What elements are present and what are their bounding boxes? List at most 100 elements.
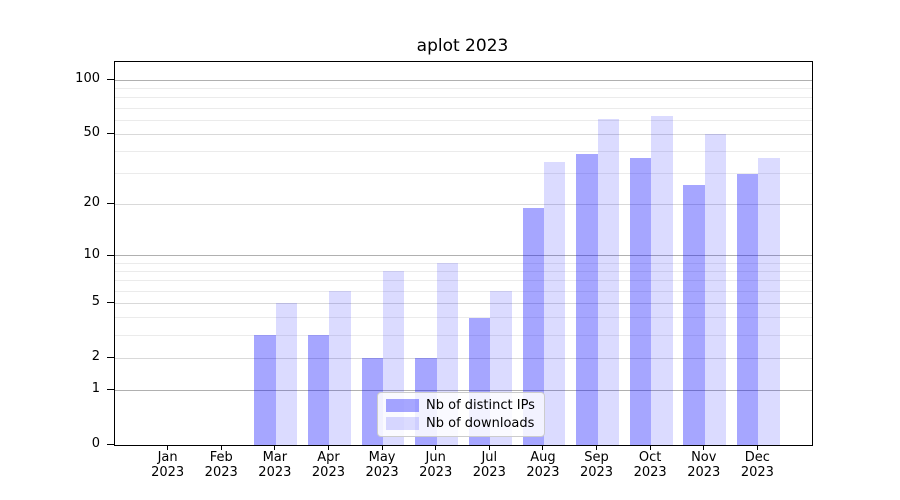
bar-distinct-ips-aug bbox=[522, 208, 544, 445]
y-tick bbox=[107, 254, 114, 256]
x-tick-label: Nov 2023 bbox=[675, 450, 733, 480]
legend-swatch-downloads bbox=[386, 417, 419, 430]
x-tick-label-year: 2023 bbox=[633, 465, 667, 480]
x-tick-label: Sep 2023 bbox=[568, 450, 626, 480]
x-tick-label-year: 2023 bbox=[204, 465, 238, 480]
x-tick-label-year: 2023 bbox=[579, 465, 614, 480]
y-tick bbox=[107, 203, 114, 205]
legend: Nb of distinct IPs Nb of downloads bbox=[377, 392, 545, 437]
gridline-minor bbox=[115, 88, 812, 90]
x-tick-label: Jun 2023 bbox=[407, 450, 465, 480]
bar-downloads-nov bbox=[704, 134, 727, 445]
gridline-minor bbox=[115, 107, 812, 109]
y-tick bbox=[107, 357, 114, 359]
x-tick-label-year: 2023 bbox=[687, 465, 721, 480]
gridline-major bbox=[115, 389, 812, 391]
x-tick-label-year: 2023 bbox=[472, 465, 506, 480]
x-tick-label-year: 2023 bbox=[419, 465, 453, 480]
x-tick-label-month: Mar bbox=[262, 450, 288, 465]
x-tick-label-month: Sep bbox=[584, 450, 609, 465]
legend-item-downloads: Nb of downloads bbox=[386, 416, 536, 431]
plot-area bbox=[114, 61, 813, 446]
x-tick-label: Jul 2023 bbox=[460, 450, 518, 480]
x-tick-label-year: 2023 bbox=[740, 465, 774, 480]
y-tick bbox=[107, 79, 114, 81]
gridline-minor bbox=[115, 317, 812, 319]
x-tick bbox=[756, 445, 758, 450]
x-tick-label-month: Feb bbox=[209, 450, 233, 465]
gridline-minor bbox=[115, 173, 812, 175]
x-tick-label-year: 2023 bbox=[365, 465, 399, 480]
bar-downloads-dec bbox=[758, 157, 780, 445]
y-tick bbox=[107, 389, 114, 391]
x-tick bbox=[488, 445, 490, 450]
x-tick-label-year: 2023 bbox=[151, 465, 185, 480]
y-tick bbox=[107, 444, 114, 445]
x-tick-label: Dec 2023 bbox=[728, 450, 786, 480]
x-tick-label: Apr 2023 bbox=[299, 450, 357, 480]
bar-distinct-ips-mar bbox=[254, 335, 276, 445]
x-tick bbox=[435, 445, 437, 450]
x-tick-label: Mar 2023 bbox=[246, 450, 304, 480]
gridline bbox=[115, 302, 812, 304]
x-tick bbox=[167, 445, 169, 450]
y-tick-label: 0 bbox=[91, 436, 100, 451]
bar-downloads-aug bbox=[543, 161, 566, 445]
legend-label-distinct-ips: Nb of distinct IPs bbox=[426, 398, 535, 413]
legend-label-downloads: Nb of downloads bbox=[426, 416, 535, 431]
x-tick bbox=[220, 445, 222, 450]
gridline-minor bbox=[115, 280, 812, 282]
x-tick bbox=[649, 445, 651, 450]
gridline-minor bbox=[115, 334, 812, 336]
bar-distinct-ips-sep bbox=[576, 153, 598, 445]
bar-downloads-oct bbox=[651, 116, 673, 445]
y-tick-label: 10 bbox=[83, 246, 100, 262]
x-tick bbox=[542, 445, 544, 450]
gridline bbox=[115, 357, 812, 359]
legend-swatch-distinct-ips bbox=[386, 399, 419, 412]
y-tick-label: 5 bbox=[91, 294, 100, 310]
y-tick-label: 20 bbox=[83, 195, 100, 211]
gridline-minor bbox=[115, 290, 812, 292]
x-tick bbox=[274, 445, 276, 450]
bar-distinct-ips-dec bbox=[736, 173, 759, 445]
y-tick-label: 1 bbox=[91, 381, 100, 397]
x-tick-label-month: Jul bbox=[481, 450, 498, 465]
x-tick-label-year: 2023 bbox=[526, 465, 560, 480]
x-tick-label: Jan 2023 bbox=[139, 450, 197, 480]
x-tick-label-month: Aug bbox=[530, 450, 556, 465]
x-tick-label: May 2023 bbox=[353, 450, 411, 480]
y-tick bbox=[107, 133, 114, 135]
bar-downloads-sep bbox=[597, 118, 619, 445]
gridline-major bbox=[115, 79, 812, 81]
bar-distinct-ips-oct bbox=[629, 157, 652, 445]
bar-downloads-mar bbox=[275, 303, 298, 445]
gridline-minor bbox=[115, 151, 812, 153]
x-tick-label-year: 2023 bbox=[311, 465, 345, 480]
gridline bbox=[115, 203, 812, 205]
gridline-major bbox=[115, 255, 812, 257]
gridline-minor bbox=[115, 97, 812, 99]
x-tick-label-month: Jun bbox=[425, 450, 446, 465]
x-tick-label-year: 2023 bbox=[258, 465, 292, 480]
x-tick bbox=[596, 445, 598, 450]
y-tick-label: 2 bbox=[91, 349, 100, 365]
gridline bbox=[115, 133, 812, 135]
x-tick bbox=[381, 445, 383, 450]
x-tick bbox=[703, 445, 705, 450]
chart-title: aplot 2023 bbox=[416, 36, 509, 56]
x-tick-label-month: Nov bbox=[691, 450, 717, 465]
bar-distinct-ips-nov bbox=[683, 184, 705, 445]
x-tick-label: Aug 2023 bbox=[514, 450, 572, 480]
x-tick-label-month: Apr bbox=[317, 450, 340, 465]
gridline-minor bbox=[115, 119, 812, 121]
bar-distinct-ips-apr bbox=[308, 335, 330, 445]
x-tick-label-month: Oct bbox=[638, 450, 662, 465]
x-tick-label-month: Jan bbox=[157, 450, 178, 465]
y-tick-label: 50 bbox=[83, 125, 100, 141]
gridline-minor bbox=[115, 270, 812, 272]
y-tick-label: 100 bbox=[75, 71, 100, 87]
x-tick-label: Feb 2023 bbox=[192, 450, 250, 480]
y-tick bbox=[107, 302, 114, 304]
